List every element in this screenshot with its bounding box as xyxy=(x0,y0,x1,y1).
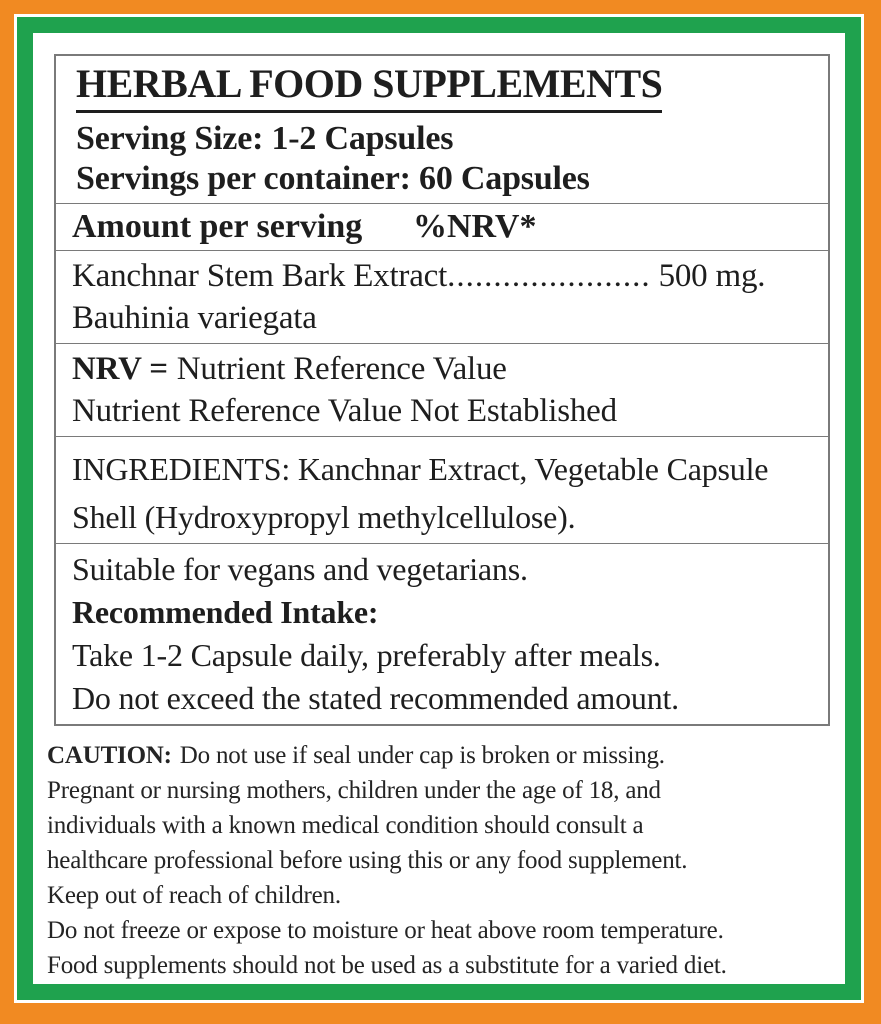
botanical-name: Bauhinia variegata xyxy=(72,300,317,336)
nrv-note-row: NRV = Nutrient Reference Value Nutrient R… xyxy=(56,343,828,436)
amount-per-serving-header: Amount per serving xyxy=(72,208,363,245)
nrv-definition: Nutrient Reference Value xyxy=(176,351,507,387)
header-section: HERBAL FOOD SUPPLEMENTS Serving Size: 1-… xyxy=(56,56,828,203)
amount-header-row: Amount per serving %NRV* xyxy=(56,203,828,250)
border-white-gap: HERBAL FOOD SUPPLEMENTS Serving Size: 1-… xyxy=(14,14,864,1003)
supplement-facts-table: HERBAL FOOD SUPPLEMENTS Serving Size: 1-… xyxy=(54,54,830,726)
caution-line-5: Keep out of reach of children. xyxy=(47,882,341,909)
intake-instruction-1: Take 1-2 Capsule daily, preferably after… xyxy=(72,637,661,673)
inner-green-border: HERBAL FOOD SUPPLEMENTS Serving Size: 1-… xyxy=(17,17,861,1000)
ingredients-line-2: Shell (Hydroxypropyl methylcellulose). xyxy=(72,499,576,535)
ingredient-amount: 500 mg. xyxy=(658,258,766,294)
caution-line-1: Do not use if seal under cap is broken o… xyxy=(179,742,665,769)
nrv-abbreviation: NRV = xyxy=(72,351,168,387)
caution-line-4: healthcare professional before using thi… xyxy=(47,847,688,874)
dot-leader: ...................... xyxy=(447,258,651,294)
recommended-intake-heading: Recommended Intake: xyxy=(72,594,379,630)
usage-row: Suitable for vegans and vegetarians. Rec… xyxy=(56,543,828,724)
servings-per-container-text: Servings per container: 60 Capsules xyxy=(76,160,590,197)
label-content: HERBAL FOOD SUPPLEMENTS Serving Size: 1-… xyxy=(33,33,845,984)
nrv-not-established-text: Nutrient Reference Value Not Established xyxy=(72,393,617,429)
label-title: HERBAL FOOD SUPPLEMENTS xyxy=(76,60,663,113)
caution-line-6: Do not freeze or expose to moisture or h… xyxy=(47,917,724,944)
vegan-suitability-text: Suitable for vegans and vegetarians. xyxy=(72,551,528,587)
ingredients-line-1: INGREDIENTS: Kanchnar Extract, Vegetable… xyxy=(72,451,769,487)
ingredient-name: Kanchnar Stem Bark Extract xyxy=(72,258,448,294)
intake-instruction-2: Do not exceed the stated recommended amo… xyxy=(72,680,679,716)
ingredients-row: INGREDIENTS: Kanchnar Extract, Vegetable… xyxy=(56,436,828,543)
caution-heading: CAUTION: xyxy=(47,742,172,769)
caution-line-2: Pregnant or nursing mothers, children un… xyxy=(47,777,661,804)
caution-line-7: Food supplements should not be used as a… xyxy=(47,952,727,979)
serving-size-text: Serving Size: 1-2 Capsules xyxy=(76,120,454,157)
caution-section: CAUTION: Do not use if seal under cap is … xyxy=(47,738,839,983)
nrv-column-header: %NRV* xyxy=(413,208,537,245)
active-ingredient-row: Kanchnar Stem Bark Extract..............… xyxy=(56,250,828,343)
caution-line-3: individuals with a known medical conditi… xyxy=(47,812,644,839)
